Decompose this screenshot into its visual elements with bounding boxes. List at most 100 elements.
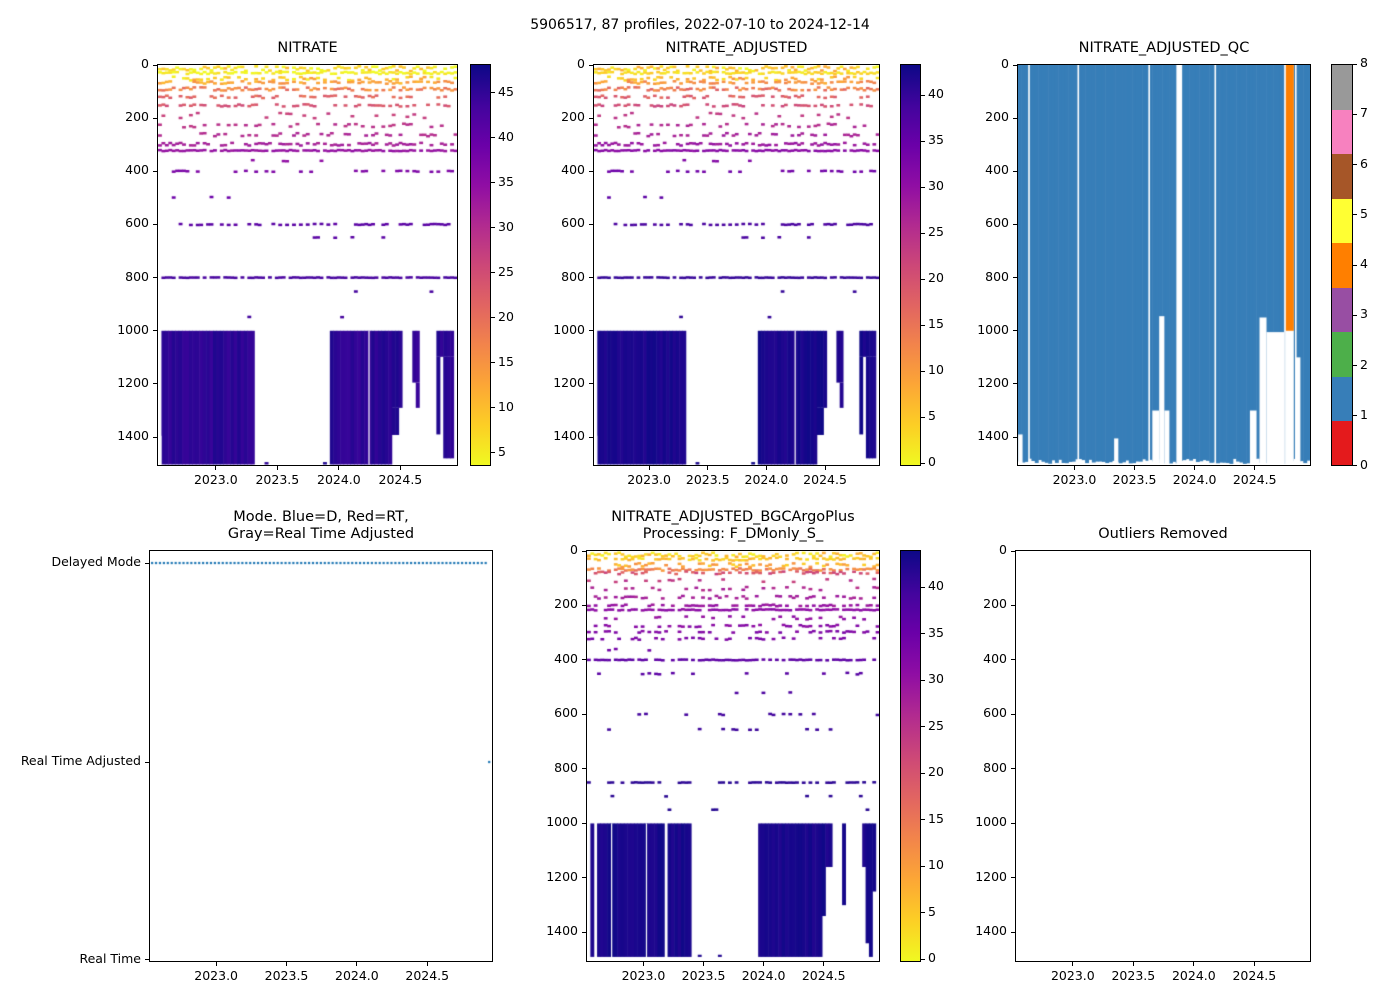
x-tick-mark	[426, 962, 428, 966]
colorbar-tick-label: 7	[1360, 105, 1368, 121]
y-tick-mark	[589, 64, 593, 66]
colorbar-tick-mark	[921, 679, 925, 681]
y-tick-mark	[1013, 277, 1017, 279]
x-tick-label: 2024.5	[803, 472, 847, 487]
colorbar-tick-mark	[921, 912, 925, 914]
x-tick-label: 2024.5	[405, 968, 450, 983]
y-tick-label-mode: Real Time Adjusted	[20, 753, 141, 768]
colorbar-tick-mark	[491, 182, 495, 184]
x-tick-mark	[1072, 962, 1074, 966]
x-tick-mark	[276, 466, 278, 470]
x-tick-mark	[1132, 962, 1134, 966]
y-tick-mark	[1013, 117, 1017, 119]
colorbar-tick-label: 30	[498, 218, 514, 234]
colorbar-tick-label: 20	[928, 270, 944, 286]
y-tick-mark	[582, 931, 586, 933]
x-tick-label: 2024.0	[744, 472, 789, 487]
colorbar-tick-label: 30	[928, 178, 944, 194]
colorbar-tick-mark	[1353, 464, 1357, 466]
subplot-title-mode: Mode. Blue=D, Red=RT, Gray=Real Time Adj…	[227, 509, 415, 543]
y-tick-mark	[582, 604, 586, 606]
x-tick-label: 2023.5	[1112, 472, 1157, 487]
y-tick-mark	[145, 562, 149, 564]
y-tick-label: 400	[985, 162, 1009, 178]
y-tick-label: 1000	[546, 814, 578, 830]
y-tick-label: 1200	[546, 868, 578, 884]
colorbar-tick-mark	[921, 324, 925, 326]
y-tick-mark	[582, 550, 586, 552]
colorbar-tick-mark	[1353, 314, 1357, 316]
x-tick-mark	[1254, 466, 1256, 470]
colorbar-tick-mark	[1353, 365, 1357, 366]
y-tick-label: 400	[554, 650, 578, 666]
plot-area-nitrate_adjusted_qc	[1017, 64, 1311, 466]
y-tick-label: 800	[125, 268, 149, 284]
y-tick-label: 1000	[553, 321, 585, 337]
colorbar-tick-mark	[921, 278, 925, 280]
y-tick-label: 200	[561, 109, 585, 125]
colorbar-tick-label: 5	[928, 903, 936, 919]
x-tick-label: 2023.5	[264, 968, 309, 983]
x-tick-label: 2024.5	[1232, 968, 1277, 983]
colorbar-tick-mark	[491, 362, 495, 364]
y-tick-label: 400	[561, 162, 585, 178]
colorbar-segment-flag-5	[1332, 198, 1352, 244]
colorbar-tick-label: 3	[1360, 306, 1368, 322]
x-tick-mark	[399, 466, 401, 470]
y-tick-label: 800	[554, 759, 578, 775]
x-tick-mark	[1194, 466, 1196, 470]
colorbar-tick-label: 8	[1360, 55, 1368, 70]
colorbar-tick-label: 4	[1360, 256, 1368, 271]
x-tick-mark	[823, 962, 825, 966]
y-tick-label: 200	[985, 109, 1009, 125]
y-tick-mark	[589, 117, 593, 119]
y-tick-mark	[1013, 383, 1017, 385]
x-tick-label: 2023.5	[255, 472, 300, 487]
y-tick-label: 1200	[975, 868, 1007, 884]
y-tick-label: 200	[554, 596, 578, 612]
colorbar-tick-label: 15	[498, 353, 514, 369]
colorbar-tick-label: 20	[498, 308, 514, 324]
plot-canvas-nitrate_adjusted_bgcargoplus	[587, 551, 879, 961]
colorbar-segment-flag-4	[1332, 242, 1352, 288]
y-tick-mark	[589, 170, 593, 172]
y-tick-mark	[153, 330, 157, 332]
colorbar-tick-label: 15	[928, 810, 944, 826]
colorbar-tick-mark	[491, 272, 495, 274]
y-tick-mark	[1011, 604, 1015, 606]
colorbar-segment-flag-6	[1332, 153, 1352, 199]
colorbar-tick-label: 35	[928, 132, 944, 148]
x-tick-mark	[648, 466, 650, 470]
x-tick-label: 2023.5	[685, 472, 730, 487]
colorbar-tick-label: 0	[928, 454, 936, 470]
colorbar-tick-label: 5	[498, 443, 506, 459]
y-tick-label: 1000	[117, 321, 149, 337]
y-tick-label-mode: Delayed Mode	[51, 554, 141, 570]
y-tick-mark	[589, 223, 593, 225]
colorbar-tick-label: 35	[928, 624, 944, 640]
y-tick-mark	[1011, 931, 1015, 933]
colorbar-tick-label: 1	[1360, 406, 1368, 422]
colorbar-tick-mark	[1353, 113, 1357, 115]
colorbar-tick-label: 25	[928, 224, 944, 240]
y-tick-mark	[153, 436, 157, 438]
y-tick-mark	[1013, 330, 1017, 332]
y-tick-label: 1400	[117, 428, 149, 444]
y-tick-label: 400	[125, 162, 149, 178]
x-tick-mark	[215, 962, 217, 966]
colorbar-tick-label: 40	[928, 86, 944, 102]
y-tick-label: 0	[577, 56, 585, 71]
y-tick-label: 1000	[975, 814, 1007, 830]
colorbar-tick-mark	[491, 227, 495, 229]
y-tick-mark	[153, 170, 157, 172]
colorbar-tick-mark	[921, 370, 925, 372]
x-tick-mark	[642, 962, 644, 966]
x-tick-mark	[763, 962, 765, 966]
y-tick-label: 800	[983, 759, 1007, 775]
plot-area-nitrate_adjusted_bgcargoplus	[586, 550, 880, 962]
colorbar-tick-mark	[921, 586, 925, 588]
y-tick-label: 1000	[977, 321, 1009, 337]
y-tick-mark	[153, 383, 157, 385]
y-tick-mark	[1013, 64, 1017, 66]
y-tick-label: 1200	[553, 374, 585, 390]
